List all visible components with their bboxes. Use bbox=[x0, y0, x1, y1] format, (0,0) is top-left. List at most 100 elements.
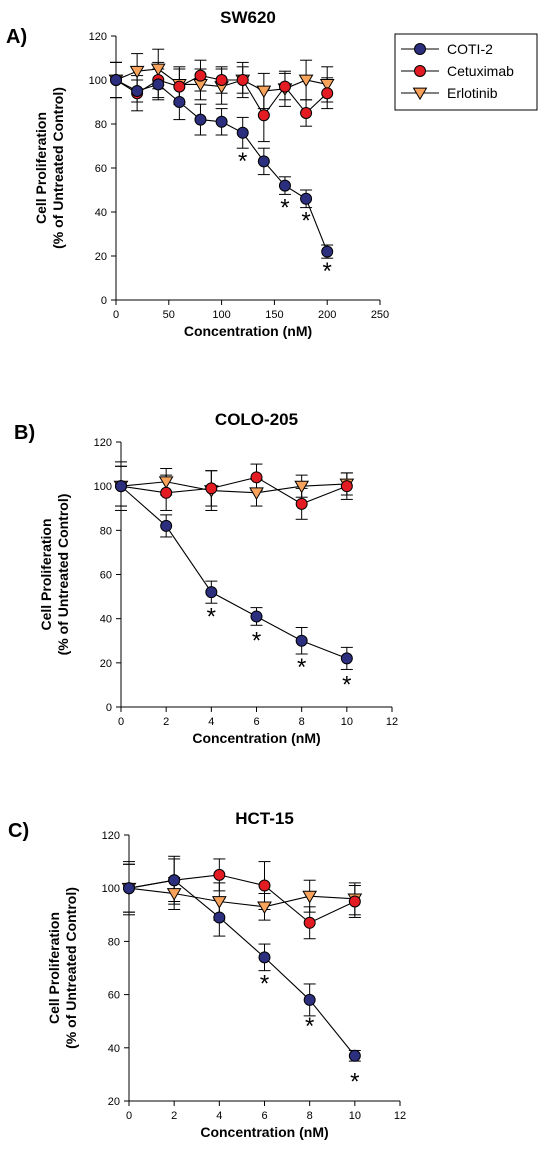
series-line-coti-2 bbox=[121, 486, 347, 658]
data-point-coti-2 bbox=[111, 75, 122, 86]
significance-asterisk: * bbox=[301, 208, 310, 235]
data-point-cetuximab bbox=[237, 75, 248, 86]
legend-label: COTI-2 bbox=[447, 41, 493, 57]
x-tick-label: 250 bbox=[371, 309, 389, 321]
data-point-coti-2 bbox=[174, 97, 185, 108]
y-tick-label: 0 bbox=[106, 702, 112, 714]
data-point-cetuximab bbox=[341, 481, 352, 492]
x-tick-label: 12 bbox=[394, 1110, 406, 1122]
y-tick-label: 60 bbox=[108, 990, 120, 1002]
data-point-erlotinib bbox=[250, 488, 263, 499]
y-tick-label: 100 bbox=[89, 75, 107, 87]
x-tick-label: 4 bbox=[216, 1110, 222, 1122]
data-point-cetuximab bbox=[216, 75, 227, 86]
data-point-coti-2 bbox=[153, 79, 164, 90]
x-tick-label: 10 bbox=[349, 1110, 361, 1122]
series-line-cetuximab bbox=[129, 875, 355, 923]
data-point-coti-2 bbox=[206, 587, 217, 598]
data-point-cetuximab bbox=[214, 869, 225, 880]
x-tick-label: 200 bbox=[318, 309, 336, 321]
y-axis-label-line1: Cell Proliferation bbox=[38, 518, 54, 630]
y-tick-label: 60 bbox=[100, 570, 112, 582]
data-point-cetuximab bbox=[296, 498, 307, 509]
data-point-coti-2 bbox=[237, 127, 248, 138]
y-tick-label: 20 bbox=[108, 1096, 120, 1108]
data-point-coti-2 bbox=[216, 116, 227, 127]
data-point-cetuximab bbox=[259, 880, 270, 891]
data-point-cetuximab bbox=[258, 110, 269, 121]
chart-title: COLO-205 bbox=[215, 410, 298, 429]
data-point-coti-2 bbox=[169, 875, 180, 886]
legend-marker-coti-2 bbox=[415, 44, 426, 55]
y-tick-label: 20 bbox=[100, 658, 112, 670]
chart-title: HCT-15 bbox=[235, 809, 294, 828]
x-tick-label: 0 bbox=[126, 1110, 132, 1122]
x-axis-label: Concentration (nM) bbox=[192, 730, 320, 746]
x-tick-label: 0 bbox=[118, 716, 124, 728]
x-tick-label: 150 bbox=[265, 309, 283, 321]
x-tick-label: 6 bbox=[261, 1110, 267, 1122]
y-tick-label: 40 bbox=[100, 614, 112, 626]
data-point-coti-2 bbox=[259, 952, 270, 963]
series-line-erlotinib bbox=[129, 888, 355, 907]
significance-asterisk: * bbox=[238, 148, 247, 175]
y-tick-label: 100 bbox=[94, 481, 112, 493]
y-tick-label: 80 bbox=[108, 936, 120, 948]
y-tick-label: 100 bbox=[102, 883, 120, 895]
series-line-coti-2 bbox=[129, 880, 355, 1056]
x-tick-label: 50 bbox=[163, 309, 175, 321]
data-point-coti-2 bbox=[161, 520, 172, 531]
panel-letter: C) bbox=[8, 820, 29, 842]
data-point-coti-2 bbox=[341, 653, 352, 664]
y-axis-label-line1: Cell Proliferation bbox=[46, 912, 62, 1024]
legend-label: Cetuximab bbox=[447, 63, 514, 79]
chart-panel-1: A)SW6200204060801001200 50 100 150 200 250Con… bbox=[6, 8, 537, 339]
x-tick-label: 4 bbox=[208, 716, 214, 728]
series-line-coti-2 bbox=[116, 80, 327, 252]
data-point-coti-2 bbox=[195, 114, 206, 125]
data-point-cetuximab bbox=[251, 472, 262, 483]
chart-title: SW620 bbox=[220, 8, 276, 27]
y-tick-label: 80 bbox=[95, 119, 107, 131]
significance-asterisk: * bbox=[280, 194, 289, 221]
legend-marker-cetuximab bbox=[415, 66, 426, 77]
legend: COTI-2 Cetuximab Erlotinib bbox=[395, 34, 537, 110]
chart-panel-2: B) COLO-205 0 20 40 60 80 100 120 0 2 4 6 8 10 12 Concen… bbox=[14, 410, 398, 746]
data-point-cetuximab bbox=[349, 896, 360, 907]
y-axis-label-line2: (% of Untreated Control) bbox=[50, 87, 66, 249]
data-point-cetuximab bbox=[174, 81, 185, 92]
y-tick-label: 40 bbox=[108, 1043, 120, 1055]
significance-asterisk: * bbox=[207, 603, 216, 630]
y-axis-label-line2: (% of Untreated Control) bbox=[55, 494, 71, 656]
legend-label: Erlotinib bbox=[447, 85, 498, 101]
data-point-cetuximab bbox=[322, 88, 333, 99]
data-point-coti-2 bbox=[349, 1050, 360, 1061]
data-point-coti-2 bbox=[124, 883, 135, 894]
x-axis-label: Concentration (nM) bbox=[200, 1124, 328, 1140]
y-tick-label: 60 bbox=[95, 163, 107, 175]
data-point-cetuximab bbox=[161, 487, 172, 498]
x-tick-label: 2 bbox=[171, 1110, 177, 1122]
y-tick-label: 40 bbox=[95, 207, 107, 219]
significance-asterisk: * bbox=[260, 970, 269, 997]
data-point-cetuximab bbox=[301, 108, 312, 119]
x-axis-label: Concentration (nM) bbox=[184, 323, 312, 339]
significance-asterisk: * bbox=[323, 258, 332, 285]
y-tick-label: 120 bbox=[94, 437, 112, 449]
significance-asterisk: * bbox=[350, 1069, 359, 1096]
x-tick-label: 8 bbox=[307, 1110, 313, 1122]
data-point-coti-2 bbox=[258, 156, 269, 167]
data-point-coti-2 bbox=[132, 86, 143, 97]
series-line-cetuximab bbox=[121, 477, 347, 504]
data-point-coti-2 bbox=[296, 635, 307, 646]
data-point-coti-2 bbox=[214, 912, 225, 923]
x-tick-label: 0 bbox=[113, 309, 119, 321]
x-tick-label: 100 bbox=[212, 309, 230, 321]
data-point-cetuximab bbox=[304, 917, 315, 928]
x-tick-label: 2 bbox=[163, 716, 169, 728]
x-tick-label: 6 bbox=[253, 716, 259, 728]
data-point-erlotinib bbox=[257, 86, 270, 97]
data-point-coti-2 bbox=[301, 193, 312, 204]
data-point-cetuximab bbox=[206, 483, 217, 494]
